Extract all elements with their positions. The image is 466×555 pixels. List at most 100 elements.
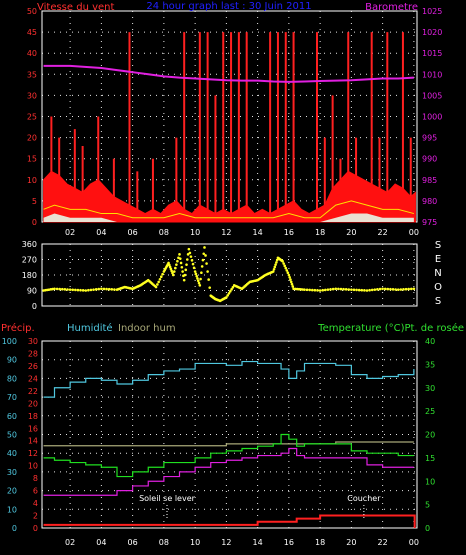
direction-point bbox=[194, 272, 198, 276]
direction-point bbox=[182, 278, 186, 282]
x-tick-label: 20 bbox=[346, 228, 356, 237]
direction-point bbox=[97, 287, 101, 291]
y-tick-label: 40 bbox=[425, 337, 435, 346]
direction-point bbox=[107, 287, 111, 291]
y-tick-label: 45 bbox=[27, 28, 37, 37]
direction-point bbox=[174, 266, 177, 270]
chart-title: 24 hour graph last : 30 Juin 2011 bbox=[146, 1, 311, 12]
direction-point bbox=[178, 257, 182, 260]
direction-point bbox=[316, 289, 319, 292]
y-tick-label: 0 bbox=[33, 524, 38, 533]
direction-point bbox=[159, 275, 163, 279]
humidity-line bbox=[43, 360, 415, 398]
direction-point bbox=[407, 287, 410, 291]
direction-point bbox=[399, 288, 403, 291]
x-tick-label: 02 bbox=[65, 538, 75, 547]
direction-point bbox=[318, 289, 322, 292]
indoor-hum-line bbox=[43, 441, 414, 447]
direction-point bbox=[87, 288, 90, 292]
direction-point bbox=[285, 269, 289, 272]
direction-point bbox=[190, 259, 194, 262]
direction-point bbox=[184, 268, 188, 272]
direction-point bbox=[110, 288, 114, 291]
direction-point bbox=[196, 279, 200, 283]
y-tick-label: 10 bbox=[7, 505, 17, 514]
y-tick-label: 10 bbox=[425, 477, 435, 486]
y-tick-label: 20 bbox=[425, 431, 435, 440]
direction-point bbox=[350, 288, 353, 291]
direction-point bbox=[200, 271, 203, 275]
x-tick-label: 22 bbox=[378, 538, 388, 547]
direction-point bbox=[273, 265, 277, 269]
direction-point bbox=[84, 289, 88, 292]
x-tick-label: 12 bbox=[221, 228, 231, 237]
x-tick-label: 02 bbox=[65, 228, 75, 237]
direction-point bbox=[207, 278, 210, 281]
direction-point bbox=[324, 288, 327, 292]
y-tick-label: 0 bbox=[12, 524, 17, 533]
direction-point bbox=[363, 289, 366, 292]
direction-point bbox=[176, 259, 179, 263]
x-tick-label: 12 bbox=[221, 538, 231, 547]
y-tick-label: 26 bbox=[28, 362, 38, 371]
direction-point bbox=[386, 287, 390, 291]
x-tick-label: 18 bbox=[315, 228, 325, 237]
y-tick-label: 5 bbox=[425, 501, 430, 510]
temperature-label: Temperature (°C)Pt. de rosée bbox=[317, 322, 464, 334]
y-tick-label: 1020 bbox=[422, 28, 442, 37]
direction-point bbox=[171, 271, 174, 275]
direction-point bbox=[158, 278, 162, 281]
y-tick-label: 30 bbox=[27, 91, 37, 100]
y-tick-label: 40 bbox=[27, 49, 37, 58]
y-tick-label: 20 bbox=[7, 487, 17, 496]
direction-point bbox=[225, 296, 228, 299]
direction-point bbox=[404, 287, 408, 291]
direction-point bbox=[154, 285, 158, 289]
direction-point bbox=[53, 287, 56, 291]
direction-point bbox=[381, 287, 384, 291]
direction-point bbox=[61, 287, 64, 291]
direction-point bbox=[195, 274, 198, 278]
x-tick-label: 04 bbox=[96, 228, 106, 237]
x-tick-label: 10 bbox=[190, 228, 200, 237]
direction-point bbox=[376, 288, 379, 291]
y-tick-label: 90 bbox=[7, 356, 17, 365]
direction-point bbox=[179, 261, 183, 265]
wind-light-area bbox=[43, 213, 414, 222]
direction-point bbox=[272, 267, 276, 271]
direction-point bbox=[286, 271, 290, 275]
y-tick-label: 80 bbox=[7, 374, 17, 383]
direction-point bbox=[373, 288, 377, 291]
indoor-hum-label: Indoor hum bbox=[118, 323, 176, 334]
direction-point bbox=[199, 277, 202, 281]
annotation-label: Coucher bbox=[347, 494, 381, 503]
direction-point bbox=[284, 266, 288, 270]
direction-point bbox=[396, 288, 400, 291]
precip-label: Précip. bbox=[1, 322, 35, 334]
y-tick-label: 50 bbox=[7, 431, 17, 440]
direction-point bbox=[360, 288, 364, 292]
direction-point bbox=[331, 287, 335, 291]
direction-point bbox=[172, 270, 176, 273]
y-tick-label: 4 bbox=[33, 499, 38, 508]
direction-point bbox=[66, 288, 69, 291]
direction-point bbox=[170, 269, 173, 273]
temperature-line bbox=[43, 433, 414, 478]
y-tick-label: 360 bbox=[22, 240, 37, 249]
y-tick-label: 8 bbox=[33, 474, 38, 483]
direction-point bbox=[289, 280, 293, 284]
x-tick-label: 00 bbox=[409, 228, 419, 237]
y-tick-label: 90 bbox=[27, 287, 37, 296]
direction-point bbox=[378, 287, 382, 291]
direction-point bbox=[171, 273, 175, 277]
direction-point bbox=[100, 287, 103, 291]
direction-point bbox=[352, 288, 356, 292]
direction-point bbox=[290, 282, 294, 286]
wind-avg-line bbox=[43, 200, 415, 219]
direction-point bbox=[198, 284, 202, 287]
direction-letter: S bbox=[435, 240, 441, 251]
y-tick-label: 14 bbox=[28, 437, 38, 446]
y-tick-label: 12 bbox=[28, 449, 38, 458]
direction-point bbox=[321, 288, 325, 292]
x-tick-label: 16 bbox=[284, 538, 294, 547]
